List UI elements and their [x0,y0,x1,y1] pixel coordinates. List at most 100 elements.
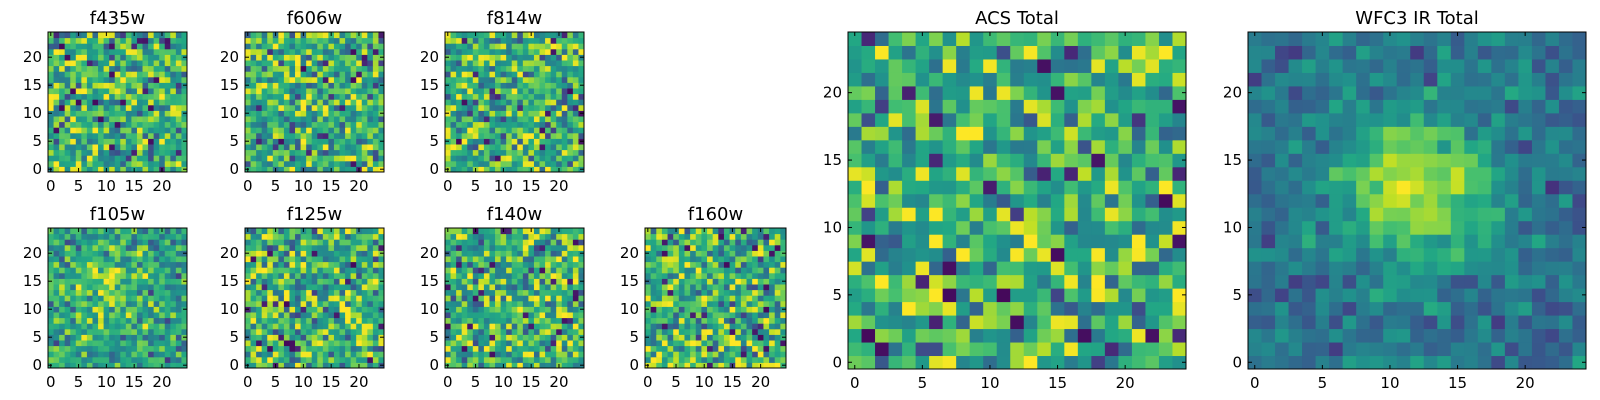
heatmap-cell [506,54,513,61]
heatmap-cell [445,312,452,319]
heatmap-cell [445,65,452,72]
heatmap-cell [450,328,457,335]
heatmap-cell [333,104,341,111]
heatmap-cell [650,244,657,251]
x-tick-label: 10 [294,373,313,391]
heatmap-cell [164,127,171,134]
heatmap-cell [456,317,463,324]
heatmap-cell [472,306,479,313]
x-tick-label: 15 [723,373,742,391]
heatmap-cell [707,272,714,279]
heatmap-cell [489,116,496,123]
heatmap-cell [300,317,307,324]
heatmap-cell [272,256,279,263]
heatmap-cell [283,166,290,173]
heatmap-cell [181,272,188,279]
heatmap-cell [500,54,507,61]
heatmap-cell [98,233,105,240]
heatmap-cell [545,334,552,341]
heatmap-cell [661,295,669,302]
heatmap-cell [712,278,719,285]
heatmap-cell [114,278,121,285]
heatmap-cell [572,267,579,274]
heatmap-cell [75,300,82,307]
heatmap-cell [769,278,776,285]
heatmap-cell [1037,288,1052,303]
heatmap-cell [81,340,88,347]
heatmap-cell [300,93,307,100]
heatmap-cell [1104,288,1119,303]
heatmap-cell [506,48,513,55]
heatmap-cell [306,138,313,145]
heatmap-cell [136,121,144,128]
heatmap-cell [684,356,691,363]
heatmap-cell [339,356,346,363]
heatmap-cell [539,233,546,240]
heatmap-cell [500,71,507,78]
heatmap-cell [522,312,529,319]
heatmap-cell [500,138,507,145]
heatmap-cell [81,323,88,330]
heatmap-cell [673,323,680,330]
axes-frame [444,31,585,173]
heatmap-cell [333,121,341,128]
heatmap-cell [289,121,296,128]
heatmap-cell [289,233,296,240]
heatmap-cell [740,323,748,330]
heatmap-cell [769,228,776,235]
heatmap-cell [170,160,177,167]
heatmap-cell [729,250,736,257]
heatmap-cell [572,37,579,44]
heatmap-cell [372,228,379,235]
heatmap-cell [511,54,518,61]
heatmap-cell [92,272,99,279]
heatmap-cell [148,351,155,358]
heatmap-cell [1037,247,1052,262]
heatmap-cell [456,334,463,341]
heatmap-cell [333,289,341,296]
heatmap-cell [378,99,385,106]
heatmap-cell [109,256,116,263]
heatmap-cell [478,278,485,285]
heatmap-cell [59,244,66,251]
heatmap-cell [59,155,66,162]
heatmap-cell [511,356,518,363]
heatmap-cell [361,284,368,291]
heatmap-cell [64,32,71,39]
heatmap-cell [556,37,563,44]
heatmap-cell [333,312,341,319]
heatmap-cell [328,317,335,324]
heatmap-cell [109,362,116,369]
heatmap-cell [92,60,99,67]
heatmap-cell [533,351,541,358]
heatmap-cell [295,256,302,263]
heatmap-cell [131,138,138,145]
heatmap-cell [181,116,188,123]
heatmap-cell [969,261,984,276]
heatmap-cell [175,88,182,95]
heatmap-cell [114,250,121,257]
heatmap-cell [550,71,557,78]
heatmap-cell [142,323,149,330]
heatmap-cell [289,300,296,307]
heatmap-cell [763,256,770,263]
heatmap-cell [774,295,781,302]
heatmap-cell [556,155,563,162]
heatmap-cell [645,284,652,291]
heatmap-cell [103,93,110,100]
heatmap-cell [267,306,274,313]
heatmap-cell [159,121,166,128]
heatmap-cell [311,312,318,319]
heatmap-cell [500,110,507,117]
heatmap-cell [461,116,468,123]
y-tick-label: 15 [220,272,239,290]
heatmap-cell [361,306,368,313]
heatmap-cell [256,48,263,55]
heatmap-cell [695,261,702,268]
heatmap-cell [701,267,708,274]
heatmap-cell [578,356,585,363]
heatmap-cell [500,323,507,330]
heatmap-cell [695,300,702,307]
heatmap-cell [678,356,685,363]
heatmap-cell [164,110,171,117]
